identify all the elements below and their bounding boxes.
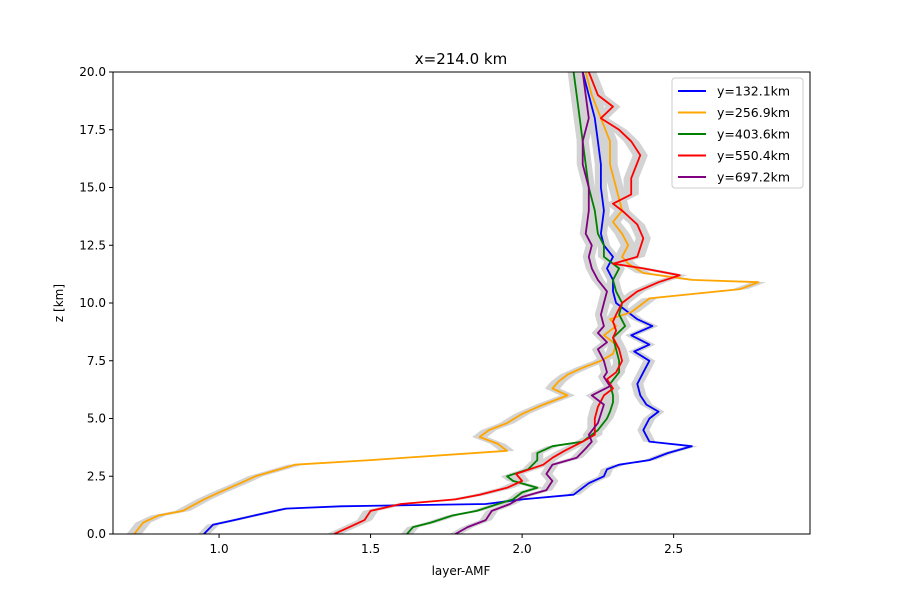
series-line-5 <box>454 72 611 534</box>
y-tick-label: 7.5 <box>87 354 106 368</box>
legend-label-1: y=132.1km <box>717 84 790 99</box>
x-axis-label: layer-AMF <box>432 564 491 578</box>
y-tick-label: 10.0 <box>79 296 106 310</box>
legend: y=132.1km y=256.9km y=403.6km y=550.4km y=69… <box>671 77 804 189</box>
x-tick-label: 1.5 <box>361 542 380 556</box>
legend-label-4: y=550.4km <box>717 148 790 163</box>
series-line-4 <box>333 72 681 534</box>
x-tick-label: 1.0 <box>210 542 229 556</box>
uncertainty-bands <box>126 72 767 534</box>
y-tick-label: 12.5 <box>79 238 106 252</box>
legend-label-3: y=403.6km <box>717 127 790 142</box>
uncertainty-band-2 <box>126 72 767 534</box>
y-tick-label: 0.0 <box>87 527 106 541</box>
y-tick-label: 15.0 <box>79 181 106 195</box>
y-axis-label: z [km] <box>52 284 66 322</box>
x-tick-label: 2.5 <box>664 542 683 556</box>
legend-label-2: y=256.9km <box>717 105 790 120</box>
legend-box <box>671 77 804 189</box>
x-axis-ticks: 1.0 1.5 2.0 2.5 <box>210 534 683 556</box>
y-tick-label: 17.5 <box>79 123 106 137</box>
series-line-1 <box>203 72 693 534</box>
series-line-2 <box>133 72 760 534</box>
chart-title: x=214.0 km <box>415 50 507 68</box>
y-tick-label: 5.0 <box>87 412 106 426</box>
x-tick-label: 2.0 <box>513 542 532 556</box>
y-tick-label: 2.5 <box>87 469 106 483</box>
y-axis-ticks: 0.0 2.5 5.0 7.5 10.0 12.5 15.0 17.5 20.0 <box>79 65 113 541</box>
series-lines <box>133 72 760 534</box>
y-tick-label: 20.0 <box>79 65 106 79</box>
legend-label-5: y=697.2km <box>717 170 790 185</box>
